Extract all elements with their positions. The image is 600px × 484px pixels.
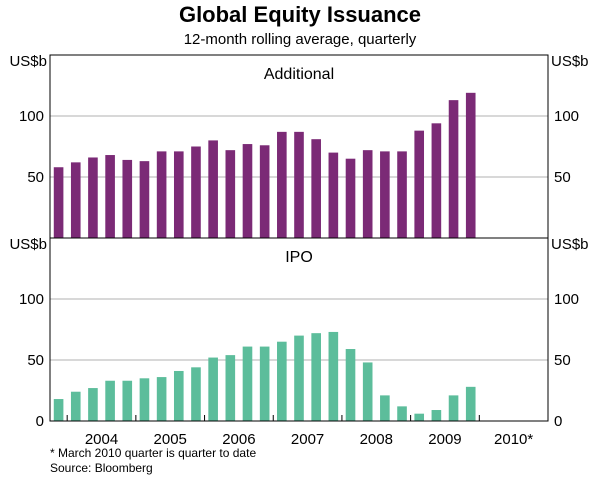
bar-additional <box>311 139 321 238</box>
bar-ipo <box>156 377 167 421</box>
bar-additional <box>139 161 150 238</box>
bar-ipo <box>105 380 115 421</box>
bar-additional <box>345 158 356 238</box>
bar-additional <box>414 130 425 238</box>
x-tick-label: 2006 <box>222 431 255 448</box>
bar-additional <box>225 150 236 238</box>
bar-ipo <box>345 349 356 421</box>
bar-ipo <box>122 380 133 421</box>
footnote-source: Source: Bloomberg <box>50 461 153 475</box>
panel-title: Additional <box>264 66 334 83</box>
x-tick-label: 2008 <box>360 431 393 448</box>
y-tick-label-left: 100 <box>19 108 44 125</box>
bar-ipo <box>328 331 339 421</box>
bar-ipo <box>311 333 321 421</box>
bar-additional <box>173 151 184 238</box>
bar-ipo <box>277 341 287 421</box>
bar-additional <box>362 150 373 238</box>
y-tick-label-right: 100 <box>554 291 579 308</box>
bar-ipo <box>380 395 390 421</box>
bar-additional <box>122 159 133 238</box>
bar-ipo <box>139 378 150 421</box>
panel-frame <box>49 237 549 422</box>
y-tick-label-right: 100 <box>554 108 579 125</box>
x-tick-label: 2005 <box>154 431 187 448</box>
bar-additional <box>380 151 390 238</box>
y-tick-label-left: 50 <box>27 169 44 186</box>
y-tick-label-left: 0 <box>36 413 44 430</box>
bar-additional <box>242 144 253 238</box>
y-unit-label-left: US$b <box>9 53 47 70</box>
bar-additional <box>328 152 339 238</box>
footnote-block: * March 2010 quarter is quarter to date … <box>50 446 256 476</box>
y-unit-label-left: US$b <box>9 236 47 253</box>
bar-ipo <box>431 410 442 421</box>
bar-ipo <box>397 406 407 421</box>
footnote-note: * March 2010 quarter is quarter to date <box>50 446 257 460</box>
y-tick-label-right: 50 <box>554 169 571 186</box>
panel-title: IPO <box>285 249 313 266</box>
bar-additional <box>53 167 64 238</box>
bar-ipo <box>465 386 476 421</box>
bar-additional <box>208 140 218 238</box>
bar-ipo <box>448 395 459 421</box>
bar-additional <box>397 151 407 238</box>
bar-additional <box>105 155 115 238</box>
bar-ipo <box>88 388 98 421</box>
y-tick-label-right: 0 <box>554 413 562 430</box>
bar-additional <box>277 131 287 238</box>
bar-ipo <box>173 370 184 421</box>
chart-title: Global Equity Issuance <box>178 2 422 27</box>
bar-ipo <box>208 357 218 421</box>
bar-ipo <box>294 335 304 421</box>
bar-additional <box>191 146 201 238</box>
bar-ipo <box>53 399 64 421</box>
bar-ipo <box>259 346 270 421</box>
bar-ipo <box>362 362 373 421</box>
bar-additional <box>431 123 442 238</box>
x-tick-label: 2010* <box>494 431 533 448</box>
y-unit-label-right: US$b <box>551 236 589 253</box>
bar-ipo <box>242 346 253 421</box>
bar-additional <box>259 145 270 238</box>
bar-ipo <box>191 367 201 421</box>
bar-additional <box>88 157 98 238</box>
bar-ipo <box>70 391 81 421</box>
bar-ipo <box>225 355 236 421</box>
y-unit-label-right: US$b <box>551 53 589 70</box>
x-tick-label: 2007 <box>291 431 324 448</box>
chart-subtitle: 12-month rolling average, quarterly <box>183 31 417 48</box>
y-tick-label-left: 50 <box>27 352 44 369</box>
x-tick-label: 2009 <box>428 431 461 448</box>
bar-additional <box>465 92 476 238</box>
bar-ipo <box>414 413 425 421</box>
y-tick-label-left: 100 <box>19 291 44 308</box>
y-tick-label-right: 50 <box>554 352 571 369</box>
bar-additional <box>448 100 459 238</box>
bar-additional <box>156 151 167 238</box>
x-tick-label: 2004 <box>85 431 118 448</box>
bar-additional <box>70 162 81 238</box>
bar-additional <box>294 131 304 238</box>
